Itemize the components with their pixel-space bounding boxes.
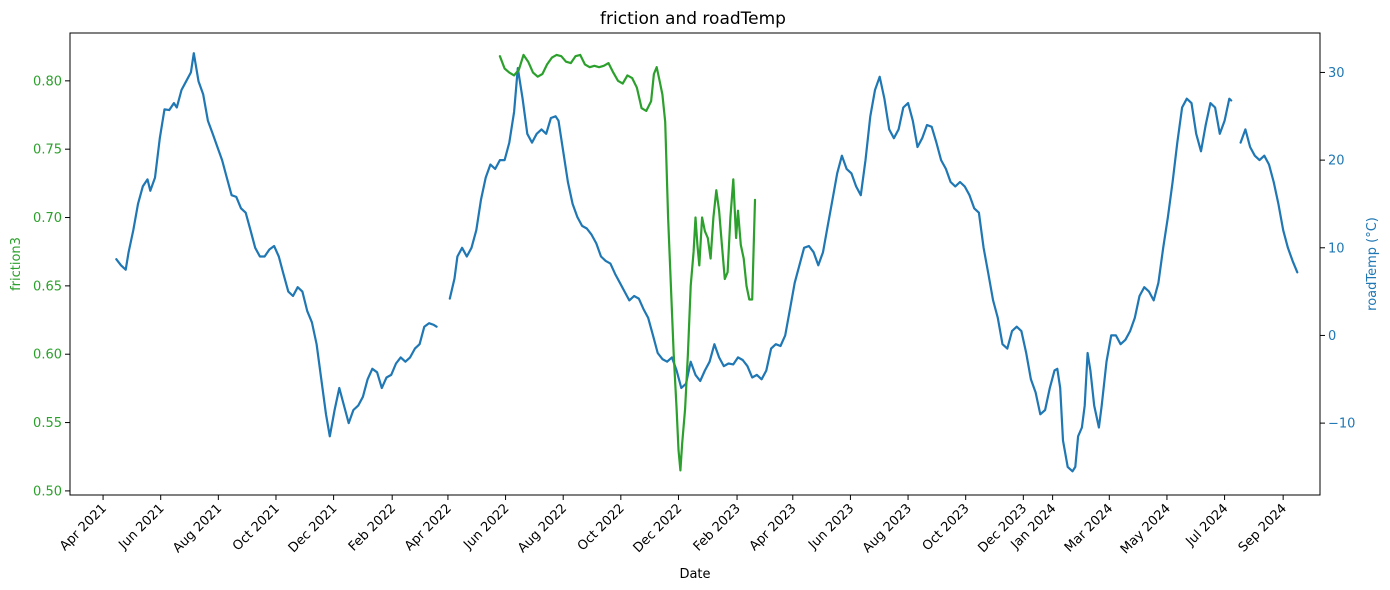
- x-tick-label: Oct 2023: [920, 501, 973, 554]
- left-y-tick-label: 0.55: [33, 416, 62, 431]
- x-tick-label: Oct 2021: [230, 501, 283, 554]
- x-tick-label: Dec 2021: [286, 501, 341, 556]
- left-axis: 0.50 0.55 0.60 0.65 0.70 0.75 0.80: [33, 74, 70, 499]
- left-y-tick-label: 0.65: [33, 279, 62, 294]
- x-tick-label: May 2024: [1118, 501, 1174, 557]
- roadtemp-line-segment-2: [448, 67, 1233, 473]
- x-axis: Apr 2021 Jun 2021 Aug 2021 Oct 2021 Dec 2021…: [57, 495, 1290, 557]
- x-tick-label: Aug 2021: [170, 501, 225, 556]
- right-y-tick-label: −10: [1328, 417, 1355, 432]
- left-y-tick-label: 0.70: [33, 211, 62, 226]
- x-tick-label: Jun 2023: [805, 501, 857, 553]
- x-tick-label: Jul 2024: [1183, 501, 1232, 550]
- chart-title: friction and roadTemp: [600, 9, 786, 29]
- x-tick-label: Feb 2022: [346, 501, 399, 554]
- x-tick-label: Aug 2022: [515, 501, 570, 556]
- x-tick-label: Apr 2022: [402, 501, 455, 554]
- plot-lines: [115, 52, 1299, 473]
- right-y-tick-label: 10: [1328, 241, 1345, 256]
- x-tick-label: Dec 2022: [631, 501, 686, 556]
- friction3-line-segment-1: [498, 53, 757, 472]
- left-y-tick-label: 0.75: [33, 143, 62, 158]
- x-tick-label: Sep 2024: [1236, 501, 1290, 555]
- left-y-tick-label: 0.60: [33, 348, 62, 363]
- x-tick-label: Mar 2024: [1062, 501, 1116, 555]
- x-tick-label: Jun 2022: [460, 501, 512, 553]
- left-y-tick-label: 0.50: [33, 484, 62, 499]
- x-tick-label: Oct 2022: [575, 501, 628, 554]
- x-axis-label: Date: [679, 567, 710, 582]
- left-y-tick-label: 0.80: [33, 74, 62, 89]
- right-y-tick-label: 30: [1328, 66, 1345, 81]
- x-tick-label: Jun 2021: [116, 501, 168, 553]
- plot-frame: [69, 32, 1321, 496]
- right-y-tick-label: 20: [1328, 154, 1345, 169]
- right-axis-label: roadTemp (°C): [1365, 217, 1380, 311]
- right-y-tick-label: 0: [1328, 329, 1336, 344]
- x-tick-label: Feb 2023: [691, 501, 744, 554]
- x-tick-label: Aug 2023: [860, 501, 915, 556]
- x-tick-label: Apr 2021: [57, 501, 110, 554]
- roadtemp-line-segment-3: [1239, 128, 1299, 274]
- x-tick-label: Apr 2023: [747, 501, 800, 554]
- roadtemp-line-segment-1: [115, 52, 438, 438]
- right-axis: −10 0 10 20 30: [1320, 66, 1355, 432]
- left-axis-label: friction3: [9, 237, 24, 291]
